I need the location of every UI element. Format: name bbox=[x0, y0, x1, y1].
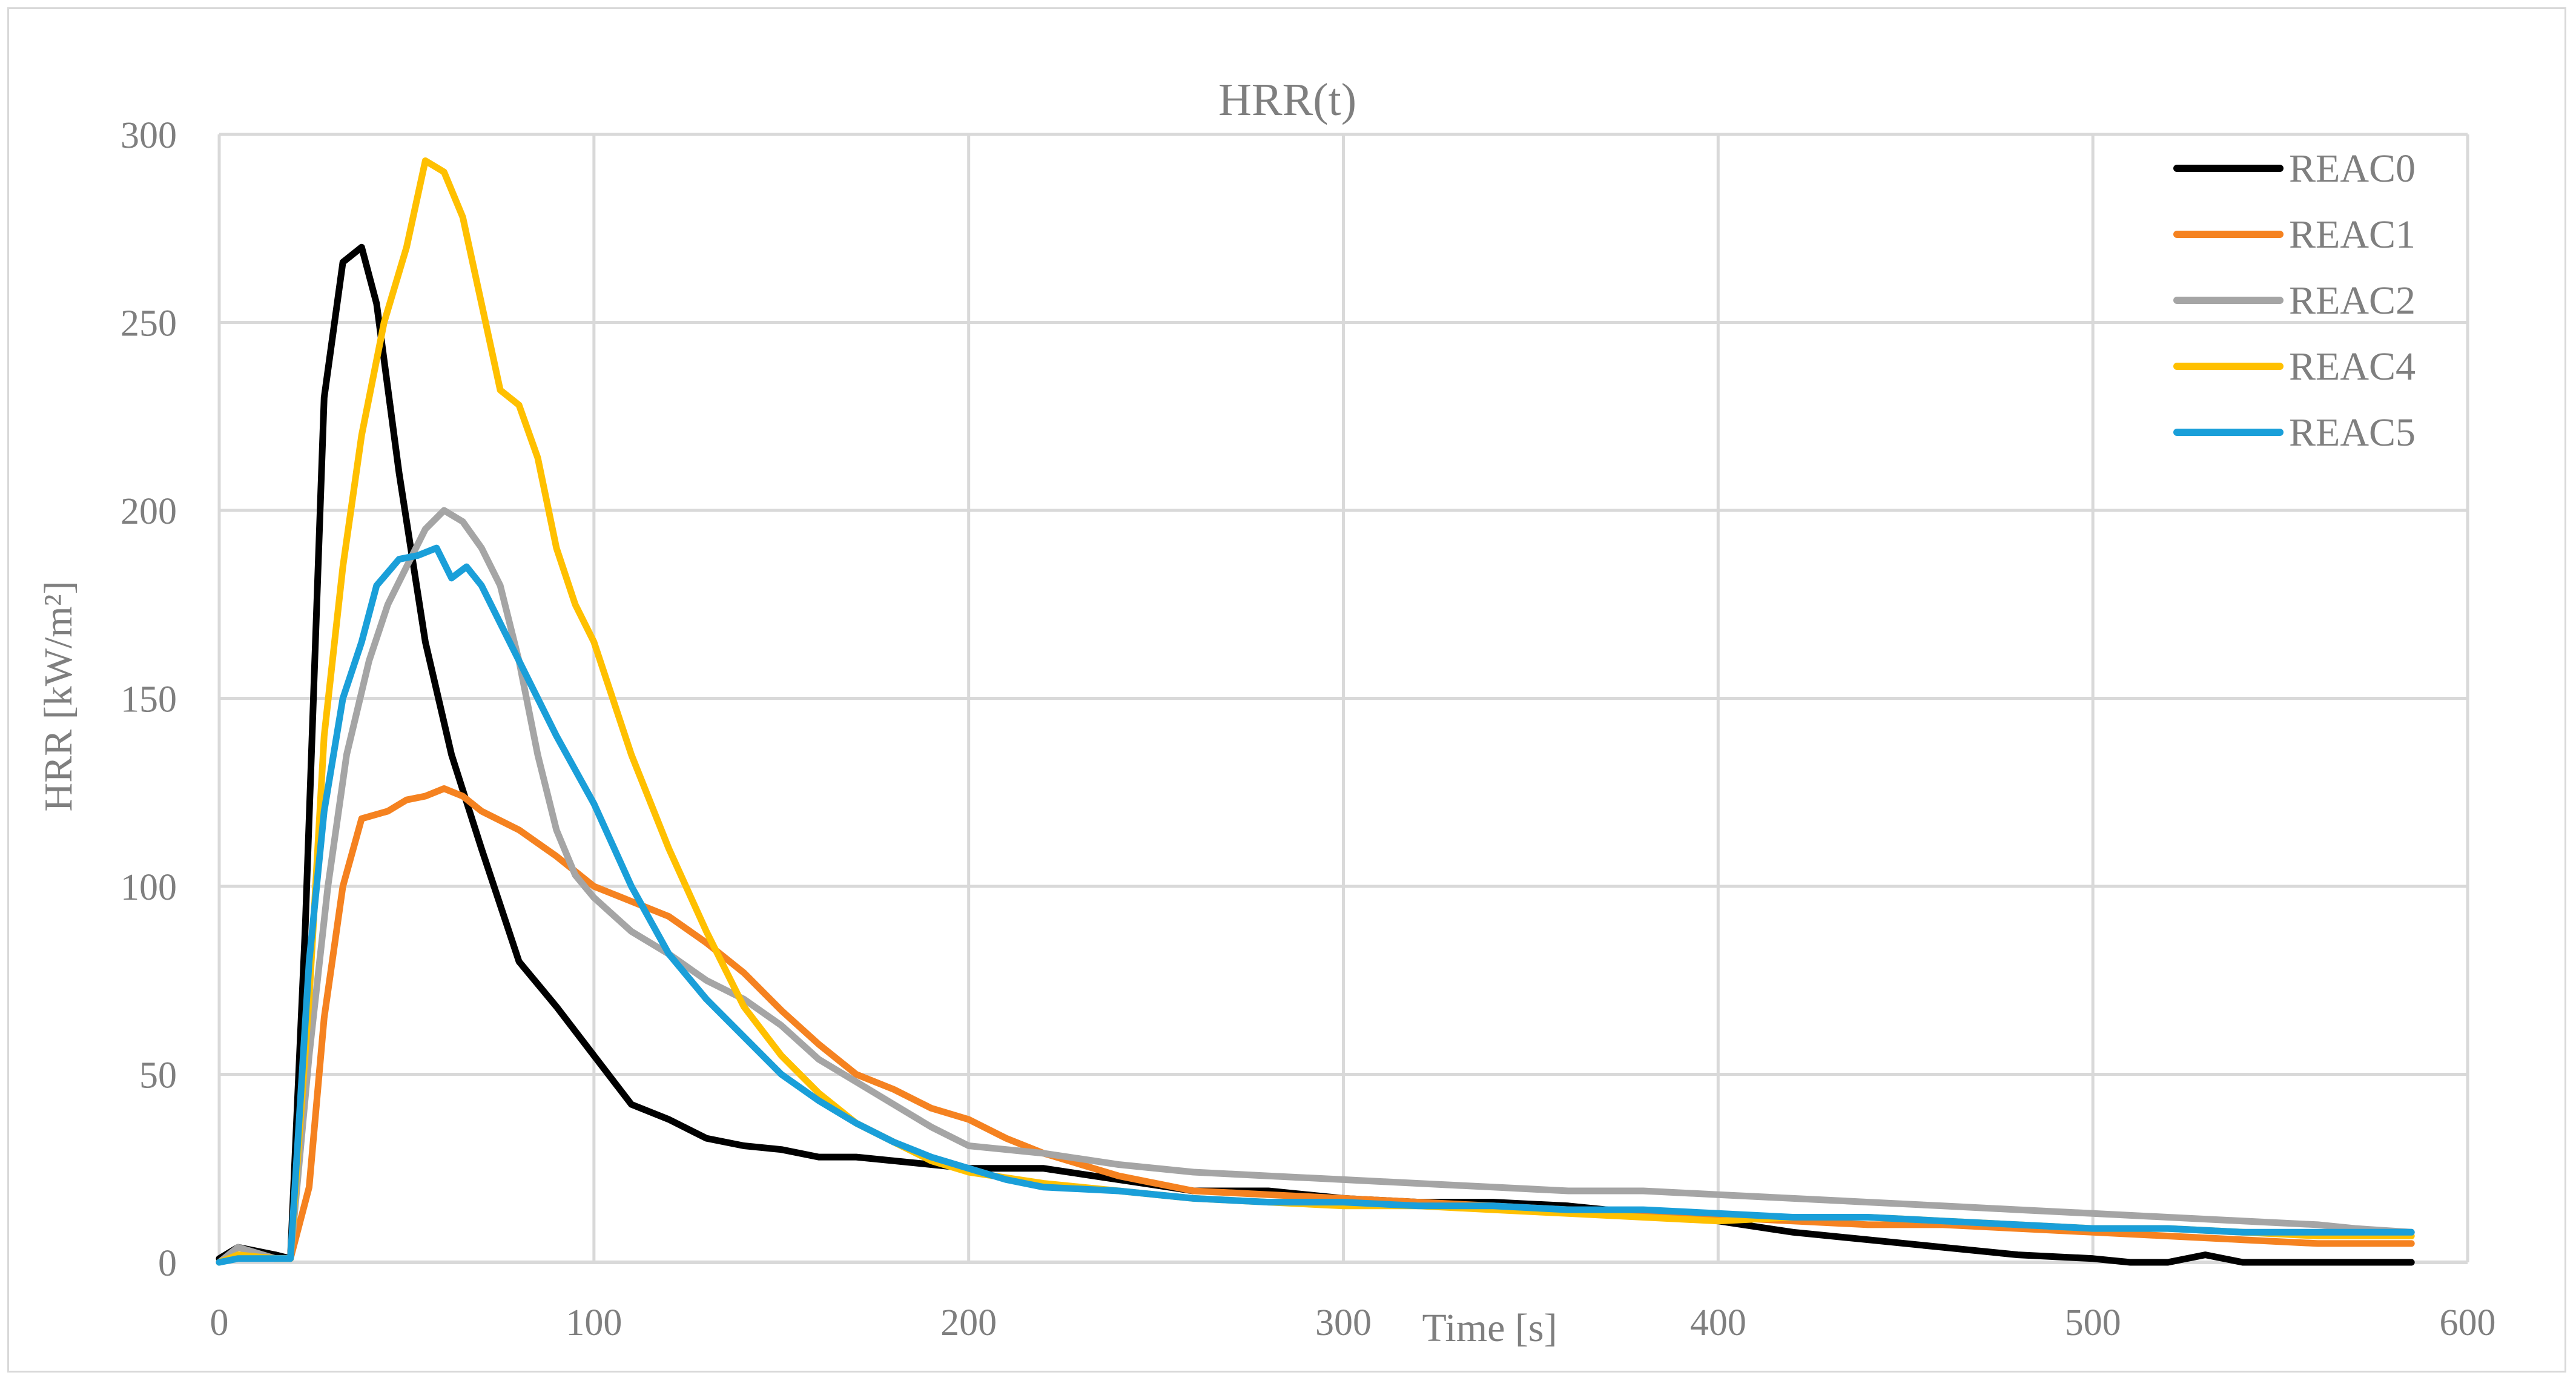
legend-label: REAC4 bbox=[2289, 344, 2416, 389]
legend-label: REAC1 bbox=[2289, 213, 2416, 257]
y-tick-label: 150 bbox=[121, 679, 177, 720]
grid bbox=[217, 133, 2469, 1262]
series-line-reac1 bbox=[216, 785, 2415, 1266]
chart-title: HRR(t) bbox=[1218, 74, 1356, 125]
series-line-reac4 bbox=[216, 157, 2415, 1266]
legend: REAC0 REAC1 REAC2 REAC4 REAC5 bbox=[2173, 147, 2416, 455]
y-tick-label: 0 bbox=[158, 1243, 177, 1284]
y-tick-label: 300 bbox=[121, 115, 177, 156]
y-tick-label: 250 bbox=[121, 303, 177, 344]
y-axis-label: HRR [kW/m²] bbox=[36, 581, 81, 812]
x-tick-label: 100 bbox=[566, 1302, 622, 1343]
x-tick-label: 500 bbox=[2065, 1302, 2121, 1343]
series-line-reac2 bbox=[216, 507, 2415, 1266]
legend-label: REAC5 bbox=[2289, 410, 2416, 455]
x-tick-label: 600 bbox=[2440, 1302, 2496, 1343]
series-group bbox=[216, 157, 2415, 1266]
series-line-reac5 bbox=[216, 544, 2415, 1266]
tick-labels: 0 50 100 150 200 250 300 0 100 200 300 400 500 600 bbox=[121, 115, 2496, 1343]
x-tick-label: 0 bbox=[210, 1302, 229, 1343]
legend-label: REAC0 bbox=[2289, 147, 2416, 191]
x-tick-label: 200 bbox=[940, 1302, 997, 1343]
x-tick-label: 300 bbox=[1315, 1302, 1372, 1343]
y-tick-label: 50 bbox=[139, 1055, 177, 1096]
x-axis-label: Time [s] bbox=[1422, 1306, 1557, 1350]
series-line-reac0 bbox=[216, 243, 2415, 1266]
legend-label: REAC2 bbox=[2289, 279, 2416, 323]
x-tick-label: 400 bbox=[1690, 1302, 1746, 1343]
y-tick-label: 200 bbox=[121, 491, 177, 532]
y-tick-label: 100 bbox=[121, 867, 177, 908]
